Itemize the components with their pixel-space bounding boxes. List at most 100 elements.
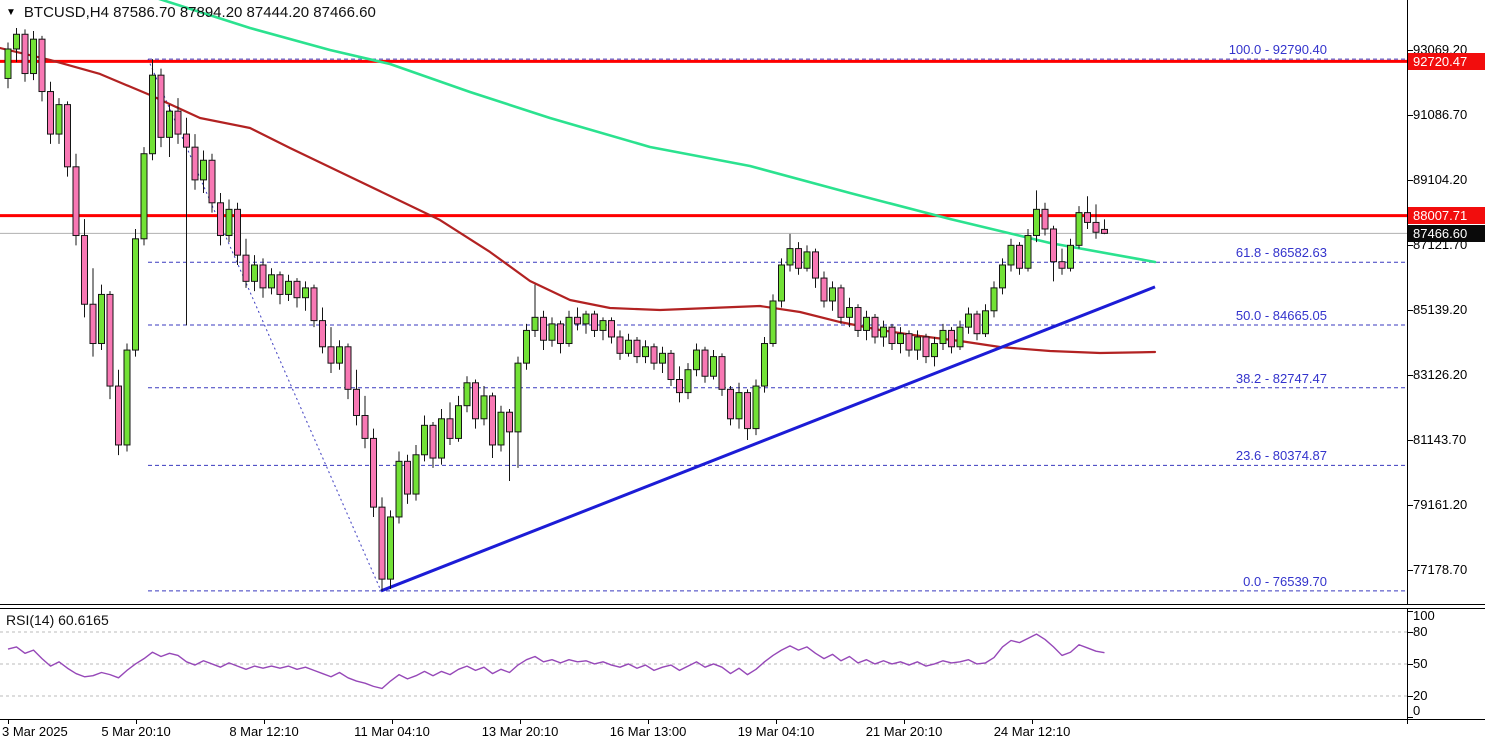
candle-bear [115, 385, 122, 446]
time-axis-border [0, 719, 1485, 720]
symbol-dropdown-icon[interactable]: ▼ [6, 7, 16, 18]
price-axis-label: 77178.70 [1413, 562, 1468, 577]
candle-bear [378, 506, 386, 580]
panel-separator[interactable] [0, 604, 1485, 609]
fibonacci-retracement[interactable] [147, 58, 1407, 592]
rsi-canvas[interactable] [0, 608, 1408, 719]
candle-bear [1092, 221, 1100, 233]
candle-bull [693, 349, 700, 371]
candle-bull [412, 454, 420, 495]
price-axis-tick [1408, 114, 1413, 116]
candle-bull [642, 346, 649, 358]
rsi-axis-label: 100 [1413, 608, 1435, 623]
candle-bear [608, 320, 615, 338]
candle-bull [1007, 244, 1015, 266]
candle-bull [336, 346, 343, 364]
candle-bull [13, 33, 20, 50]
time-axis-label: 13 Mar 20:10 [481, 724, 559, 739]
rsi-indicator-panel[interactable] [0, 608, 1408, 719]
ma-darkred-line[interactable] [0, 46, 1157, 355]
candle-bull [548, 323, 556, 341]
price-axis-tick [1408, 375, 1413, 377]
candle-bear [1058, 261, 1066, 269]
price-chart-canvas[interactable] [0, 0, 1408, 608]
candle-bear [72, 166, 80, 237]
candle-bull [200, 159, 207, 181]
time-axis-tick [136, 719, 137, 724]
candle-bull [387, 516, 394, 580]
candle-bull [582, 313, 590, 325]
candle-bull [897, 333, 904, 345]
rsi-axis-label: 80 [1413, 623, 1428, 639]
candles-layer [4, 28, 1108, 591]
time-axis-tick [648, 719, 649, 724]
candle-bull [965, 313, 972, 328]
candle-bear [744, 392, 751, 430]
price-chart-panel[interactable]: ▼ BTCUSD,H4 87586.70 87894.20 87444.20 8… [0, 0, 1408, 608]
candle-bear [633, 339, 641, 358]
candle-bear [922, 336, 930, 358]
candle-bull [735, 392, 743, 420]
ascending-trendline[interactable] [380, 285, 1156, 593]
candle-bull [769, 300, 777, 345]
time-axis-tick [1032, 719, 1033, 724]
candle-bull [98, 293, 105, 345]
candle-bull [599, 320, 607, 331]
rsi-axis-tick [1408, 663, 1413, 665]
candle-bull [803, 251, 811, 269]
candle-bear [81, 235, 88, 305]
candle-bear [353, 388, 360, 417]
candle-bull [1075, 212, 1083, 246]
candle-bull [990, 287, 998, 312]
candle-bull [659, 352, 666, 364]
candle-bear [837, 287, 845, 318]
price-axis-border [1407, 0, 1408, 724]
candle-bear [310, 287, 318, 322]
candle-bull [931, 343, 938, 358]
time-axis-label: 3 Mar 2025 [2, 724, 68, 739]
candle-bull [480, 395, 488, 420]
price-axis-tick [1408, 309, 1413, 311]
candle-bear [259, 264, 267, 289]
fib-level-label: 0.0 - 76539.70 [1243, 573, 1327, 589]
candle-bear [888, 326, 896, 345]
candle-bull [982, 310, 989, 335]
candle-bull [514, 362, 522, 433]
candle-bear [820, 277, 828, 302]
candle-bull [285, 280, 292, 295]
time-axis-label: 5 Mar 20:10 [101, 724, 171, 739]
rsi-line[interactable] [7, 633, 1105, 690]
candle-bull [302, 287, 309, 299]
candle-bear [293, 280, 301, 299]
time-axis-tick [776, 719, 777, 724]
time-axis-tick [904, 719, 905, 724]
candle-bear [344, 346, 352, 390]
candle-bull [1033, 208, 1040, 237]
price-axis-label: 79161.20 [1413, 497, 1468, 513]
candle-bull [140, 153, 148, 240]
current-price-label: 87466.60 [1408, 224, 1485, 242]
ma-green-line[interactable] [150, 0, 1157, 264]
candle-bear [157, 74, 165, 138]
candle-bear [327, 346, 335, 364]
candle-bull [786, 248, 794, 266]
candle-bear [871, 316, 879, 338]
candle-bear [64, 104, 71, 168]
candle-bear [948, 329, 955, 348]
candle-bull [225, 208, 233, 237]
time-axis-tick [392, 719, 393, 724]
candle-bull [30, 38, 37, 75]
candle-bear [234, 208, 241, 256]
candle-bull [914, 336, 921, 351]
candle-bear [701, 349, 709, 377]
candle-bull [625, 339, 632, 354]
price-axis-tick [1408, 505, 1413, 507]
candle-bull [684, 369, 692, 394]
time-axis-tick [8, 719, 9, 724]
candle-bear [557, 323, 564, 345]
candle-bull [523, 329, 530, 364]
candle-bear [616, 336, 624, 354]
price-axis-tick [1408, 440, 1413, 442]
candle-bull [463, 382, 471, 407]
candle-bear [676, 379, 683, 394]
